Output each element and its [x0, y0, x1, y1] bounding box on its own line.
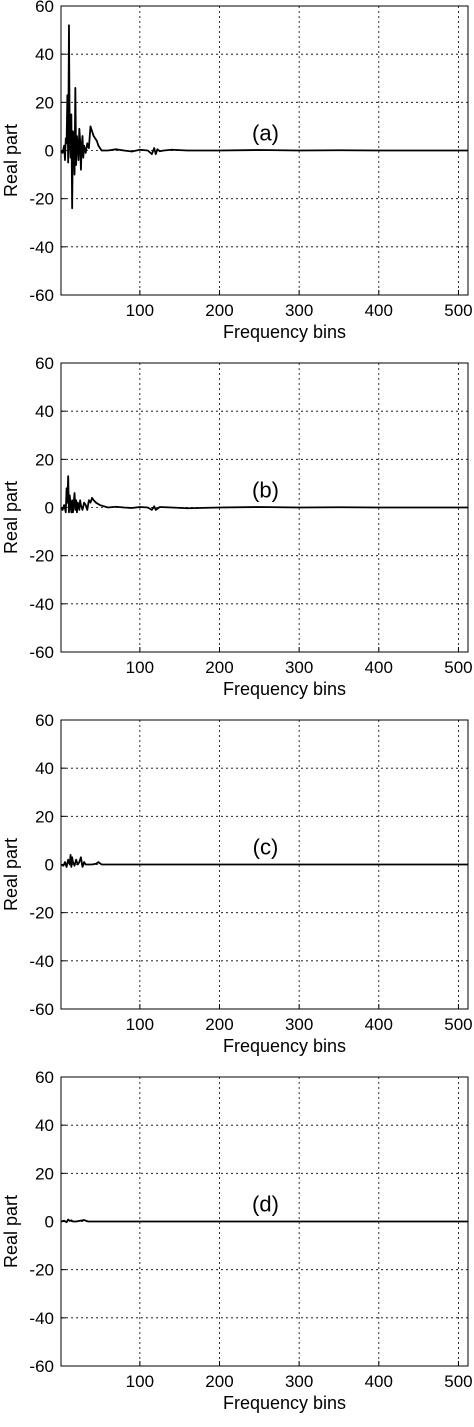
- panel-c-x-tick-label: 300: [285, 1015, 313, 1034]
- panel-a-series-line: [60, 24, 468, 210]
- panel-a-y-tick-label: 0: [45, 142, 54, 161]
- panel-d-x-tick-label: 400: [365, 1372, 393, 1391]
- panel-a-y-tick-label: 40: [35, 45, 54, 64]
- panel-c-y-axis-label: Real part: [1, 838, 21, 911]
- panel-d-y-tick-label: 60: [35, 1068, 54, 1087]
- panel-d-y-tick-label: -60: [29, 1357, 54, 1376]
- panel-b-y-tick-label: 20: [35, 450, 54, 469]
- panel-c-x-tick-label: 100: [126, 1015, 154, 1034]
- panel-a-y-tick-label: -20: [29, 190, 54, 209]
- panel-c-y-tick-label: -60: [29, 1000, 54, 1019]
- panel-c-x-tick-label: 400: [365, 1015, 393, 1034]
- panel-b-x-tick-label: 200: [205, 658, 233, 677]
- panel-c-annotation: (c): [253, 835, 279, 860]
- panel-c: 100 200 300 400 500 -60 -40 -20 0 20 40 60 (c) Freque…: [1, 711, 473, 1056]
- panel-d-annotation: (d): [252, 1192, 279, 1217]
- panel-a-y-tick-label: 60: [35, 0, 54, 16]
- panel-a: 100 200 300 400 500 -60 -40 -20 0 20 40 60 (a) Freque…: [1, 0, 473, 342]
- panel-a-x-tick-label: 300: [285, 301, 313, 320]
- panel-b-y-tick-label: 60: [35, 354, 54, 373]
- panel-d-y-tick-label: 20: [35, 1164, 54, 1183]
- panel-c-y-tick-label: -20: [29, 904, 54, 923]
- panel-d-x-tick-label: 300: [285, 1372, 313, 1391]
- panel-b-x-tick-label: 100: [126, 658, 154, 677]
- panel-b: 100 200 300 400 500 -60 -40 -20 0 20 40 60 (b) Freque…: [1, 354, 473, 699]
- panel-c-x-axis-label: Frequency bins: [223, 1036, 346, 1056]
- panel-d-y-axis-label: Real part: [1, 1195, 21, 1268]
- panel-a-annotation: (a): [252, 121, 279, 146]
- panel-a-x-tick-label: 500: [444, 301, 472, 320]
- panel-c-y-tick-label: -40: [29, 952, 54, 971]
- panel-d-x-tick-label: 100: [126, 1372, 154, 1391]
- panel-c-y-tick-label: 20: [35, 807, 54, 826]
- panel-a-y-tick-label: 20: [35, 93, 54, 112]
- panel-b-y-tick-label: 0: [45, 499, 54, 518]
- panel-c-y-tick-label: 40: [35, 759, 54, 778]
- panel-a-y-axis-label: Real part: [1, 124, 21, 197]
- panel-d: 100 200 300 400 500 -60 -40 -20 0 20 40 60 (d) Freque…: [1, 1068, 473, 1413]
- panel-b-x-tick-label: 300: [285, 658, 313, 677]
- panel-c-x-tick-label: 500: [444, 1015, 472, 1034]
- panel-b-annotation: (b): [252, 478, 279, 503]
- panel-b-x-tick-label: 400: [365, 658, 393, 677]
- panel-c-y-tick-label: 0: [45, 856, 54, 875]
- panel-a-x-tick-label: 400: [365, 301, 393, 320]
- panel-b-y-tick-label: -20: [29, 547, 54, 566]
- panel-b-x-axis-label: Frequency bins: [223, 679, 346, 699]
- panel-d-y-tick-label: -40: [29, 1309, 54, 1328]
- panel-c-series-line: [60, 853, 468, 868]
- panel-a-y-tick-label: -40: [29, 238, 54, 257]
- panel-b-y-tick-label: 40: [35, 402, 54, 421]
- panel-a-y-tick-label: -60: [29, 286, 54, 305]
- panel-b-y-tick-label: -40: [29, 595, 54, 614]
- panel-d-y-tick-label: 40: [35, 1116, 54, 1135]
- panel-b-y-tick-label: -60: [29, 643, 54, 662]
- panel-d-y-tick-label: 0: [45, 1213, 54, 1232]
- panel-b-y-axis-label: Real part: [1, 481, 21, 554]
- panel-d-x-tick-label: 200: [205, 1372, 233, 1391]
- panel-d-series-line: [60, 1218, 468, 1224]
- panel-b-series-line: [60, 475, 468, 514]
- panel-a-x-tick-label: 200: [205, 301, 233, 320]
- panel-b-x-tick-label: 500: [444, 658, 472, 677]
- panel-c-y-tick-label: 60: [35, 711, 54, 730]
- panel-a-x-axis-label: Frequency bins: [223, 322, 346, 342]
- panel-a-x-tick-label: 100: [126, 301, 154, 320]
- panel-d-y-tick-label: -20: [29, 1261, 54, 1280]
- panel-c-x-tick-label: 200: [205, 1015, 233, 1034]
- panel-d-x-axis-label: Frequency bins: [223, 1393, 346, 1413]
- panel-d-x-tick-label: 500: [444, 1372, 472, 1391]
